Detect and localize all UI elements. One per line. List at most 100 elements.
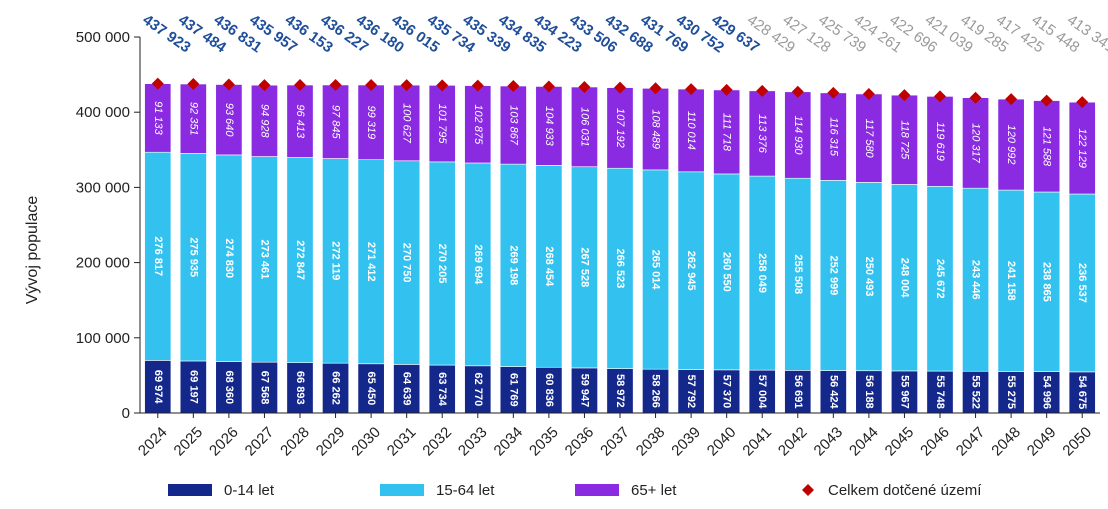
- x-tick-label: 2028: [277, 424, 313, 460]
- data-label: 274 830: [223, 238, 235, 278]
- bar-segment: [1068, 193, 1096, 373]
- bar-segment: [215, 154, 243, 362]
- data-label: 119 619: [934, 122, 946, 161]
- data-label: 61 769: [507, 373, 519, 407]
- bar-segment: [642, 169, 670, 370]
- segment-labels-group: 69 974 276 817 91 133 69 197 275 935 92 351 68…: [152, 101, 1088, 409]
- legend-swatch: [802, 484, 814, 496]
- total-marker: [187, 78, 200, 91]
- x-tick-label: 2035: [526, 424, 562, 460]
- data-label: 241 158: [1005, 261, 1017, 301]
- data-label: 238 865: [1041, 262, 1053, 302]
- bar-segment: [393, 84, 421, 162]
- x-tick-label: 2046: [917, 424, 953, 460]
- legend-swatch: [168, 484, 212, 496]
- data-label: 258 049: [756, 253, 768, 293]
- bar-segment: [1068, 101, 1096, 195]
- legend-swatch: [380, 484, 424, 496]
- data-label: 243 446: [970, 260, 982, 300]
- bar-segment: [890, 94, 918, 185]
- data-label: 107 192: [614, 108, 626, 148]
- x-tick-label: 2043: [811, 424, 847, 460]
- bar-segment: [677, 369, 705, 414]
- bar-segment: [393, 160, 421, 365]
- x-tick-label: 2048: [988, 424, 1024, 460]
- x-tick-label: 2032: [419, 424, 455, 460]
- bar-segment: [784, 177, 812, 371]
- data-label: 269 198: [507, 245, 519, 285]
- data-label: 58 266: [650, 374, 662, 408]
- total-marker: [151, 77, 164, 90]
- x-axis-ticks: 2024 2025 2026 2027 2028 2029 2030 2031 2032 2033…: [135, 413, 1095, 459]
- bar-segment: [748, 369, 776, 414]
- x-tick-label: 2025: [171, 424, 207, 460]
- bar-segment: [890, 370, 918, 414]
- data-label: 92 351: [187, 102, 199, 136]
- y-axis-label: Vývoj populace: [24, 196, 41, 305]
- data-label: 114 930: [792, 116, 804, 156]
- data-label: 56 424: [827, 375, 839, 410]
- bar-segment: [784, 91, 812, 179]
- data-label: 99 319: [365, 106, 377, 140]
- data-label: 118 725: [898, 120, 910, 160]
- data-label: 113 376: [756, 114, 768, 154]
- data-label: 60 836: [543, 373, 555, 407]
- total-marker: [542, 80, 555, 93]
- bar-segment: [748, 175, 776, 371]
- bar-segment: [250, 156, 278, 363]
- bar-segment: [535, 86, 563, 166]
- x-tick-label: 2045: [882, 424, 918, 460]
- bar-segment: [144, 83, 172, 153]
- data-label: 120 992: [1005, 125, 1017, 165]
- bar-segment: [322, 158, 350, 364]
- total-marker: [578, 81, 591, 94]
- total-marker: [365, 78, 378, 91]
- bar-segment: [250, 361, 278, 414]
- bar-segment: [819, 370, 847, 414]
- bar-segment: [1033, 100, 1061, 193]
- bar-segment: [179, 153, 207, 362]
- data-label: 55 748: [934, 375, 946, 409]
- y-tick-label: 200 000: [76, 255, 130, 272]
- bar-segment: [642, 368, 670, 414]
- bar-segment: [962, 97, 990, 189]
- bar-segment: [855, 93, 883, 183]
- y-tick-label: 500 000: [76, 29, 130, 46]
- data-label: 108 489: [650, 109, 662, 149]
- data-label: 275 935: [187, 237, 199, 277]
- data-label: 104 933: [543, 106, 555, 147]
- data-label: 55 967: [898, 375, 910, 409]
- bar-segment: [286, 84, 314, 158]
- x-tick-label: 2040: [704, 424, 740, 460]
- data-label: 270 205: [436, 244, 448, 284]
- bar-segment: [677, 171, 705, 370]
- data-label: 67 568: [258, 371, 270, 405]
- data-label: 103 867: [507, 105, 519, 146]
- bar-segment: [1033, 191, 1061, 372]
- total-marker: [827, 86, 840, 99]
- bar-segment: [606, 87, 634, 169]
- bar-segment: [748, 90, 776, 177]
- data-label: 68 360: [223, 370, 235, 404]
- x-tick-label: 2049: [1024, 424, 1060, 460]
- bar-segment: [215, 361, 243, 414]
- total-marker: [258, 79, 271, 92]
- bar-segment: [144, 151, 172, 361]
- data-label: 54 675: [1076, 376, 1088, 410]
- bar-segment: [713, 369, 741, 414]
- data-label: 117 580: [863, 119, 875, 159]
- data-label: 66 262: [330, 371, 342, 405]
- bar-segment: [997, 98, 1025, 191]
- bar-segment: [713, 89, 741, 175]
- bar-segment: [570, 367, 598, 414]
- bar-segment: [926, 186, 954, 372]
- data-label: 120 317: [970, 123, 982, 164]
- data-label: 55 522: [970, 375, 982, 409]
- y-tick-label: 300 000: [76, 179, 130, 196]
- data-label: 276 817: [152, 236, 164, 276]
- x-tick-label: 2039: [668, 424, 704, 460]
- x-tick-label: 2027: [242, 424, 278, 460]
- data-label: 56 188: [863, 375, 875, 409]
